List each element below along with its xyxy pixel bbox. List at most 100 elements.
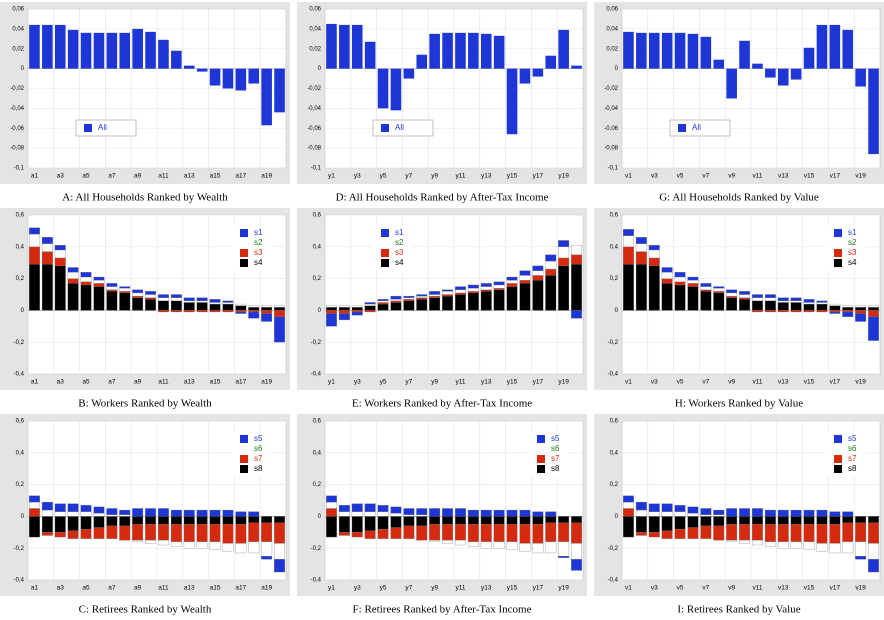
bar-segment [752, 310, 763, 313]
y-tick-label: -0,4 [311, 578, 322, 584]
bar-segment [41, 509, 53, 517]
bar-segment [674, 276, 686, 282]
bar-segment [480, 524, 492, 542]
bar-segment [170, 310, 182, 313]
bar-segment [442, 289, 453, 292]
bar-segment [493, 287, 505, 290]
bar [816, 24, 828, 69]
x-tick-label: a5 [82, 379, 90, 386]
bar-segment [726, 297, 738, 311]
bar [274, 68, 285, 113]
y-tick-label: 0 [21, 66, 25, 72]
panel-caption: B: Workers Ranked by Wealth [78, 398, 212, 410]
x-tick-label: v9 [728, 173, 735, 180]
bar-segment [519, 280, 531, 284]
bar-segment [700, 516, 712, 527]
legend-swatch [537, 435, 545, 443]
bar-segment [842, 522, 854, 542]
x-tick-label: a3 [57, 379, 65, 386]
bar-segment [816, 509, 828, 517]
bar-segment [868, 516, 879, 523]
bar-segment [442, 516, 453, 525]
bar-segment [803, 303, 815, 311]
bar [442, 32, 453, 69]
y-tick-label: 0 [318, 308, 322, 314]
bar-segment [635, 237, 647, 244]
y-tick-label: 0 [21, 514, 25, 520]
panel-caption: E: Workers Ranked by After-Tax Income [352, 398, 532, 410]
bar-segment [54, 257, 66, 267]
bar-segment [752, 540, 763, 546]
bar-segment [158, 310, 169, 313]
bar-segment [519, 283, 531, 311]
panel-caption: G: All Households Ranked by Value [659, 192, 819, 204]
x-tick-label: y1 [328, 585, 335, 592]
x-tick-label: a11 [158, 585, 169, 592]
bar-segment [674, 281, 686, 286]
bar-segment [67, 530, 79, 539]
bar-segment [29, 246, 40, 265]
y-tick-label: 0,2 [16, 276, 25, 282]
y-tick-label: 0,4 [16, 244, 25, 250]
bar-segment [248, 311, 260, 319]
bar-segment [80, 281, 92, 286]
x-tick-label: v17 [830, 379, 841, 386]
bar [739, 40, 750, 69]
bar-segment [777, 302, 789, 311]
bar-segment [145, 508, 156, 517]
bar-segment [93, 506, 105, 514]
bar-segment [183, 524, 195, 542]
panel-caption: A: All Households Ranked by Wealth [62, 192, 228, 204]
bar [713, 59, 725, 69]
y-tick-label: -0,04 [10, 106, 24, 112]
x-tick-label: y15 [507, 173, 518, 180]
bar-segment [377, 505, 389, 512]
bar-segment [713, 291, 725, 294]
bar-segment [235, 303, 247, 306]
bar [700, 36, 712, 69]
bar [571, 65, 582, 69]
bar-segment [506, 286, 518, 311]
bar-segment [429, 524, 441, 541]
bar [545, 55, 557, 69]
bar [29, 24, 40, 69]
bar-segment [158, 300, 169, 311]
bar-segment [700, 286, 712, 290]
bar-segment [687, 516, 699, 528]
bar-segment [209, 541, 221, 550]
bar-segment [158, 508, 169, 517]
legend-label: s5 [551, 434, 560, 443]
x-tick-label: y19 [558, 379, 569, 386]
bar-segment [442, 294, 453, 297]
bar [648, 32, 660, 69]
legend-label: s3 [395, 248, 404, 257]
bar [726, 68, 737, 99]
legend-label: s4 [395, 258, 404, 267]
bar-segment [158, 516, 169, 525]
bar-segment [196, 297, 208, 302]
y-tick-label: 0 [615, 514, 619, 520]
bar-segment [480, 509, 492, 517]
bar-segment [790, 297, 802, 302]
legend-swatch [834, 445, 842, 453]
bar-segment [351, 310, 363, 313]
bar-segment [480, 291, 492, 311]
bar-segment [687, 527, 699, 539]
bar-segment [803, 302, 815, 305]
bar-segment [648, 511, 660, 517]
x-tick-label: v5 [677, 173, 684, 180]
x-tick-label: v13 [778, 379, 789, 386]
bar-segment [803, 310, 815, 313]
x-tick-label: v15 [804, 379, 815, 386]
bar-segment [467, 524, 479, 542]
bar-segment [261, 310, 273, 314]
bar-segment [868, 310, 879, 317]
x-tick-label: y5 [380, 173, 387, 180]
x-tick-label: y7 [405, 379, 412, 386]
legend-label: s6 [551, 444, 560, 453]
bar-segment [519, 516, 531, 525]
bar-segment [235, 524, 247, 544]
bar-segment [467, 287, 479, 292]
bar-segment [726, 289, 738, 294]
bar-segment [261, 516, 273, 523]
